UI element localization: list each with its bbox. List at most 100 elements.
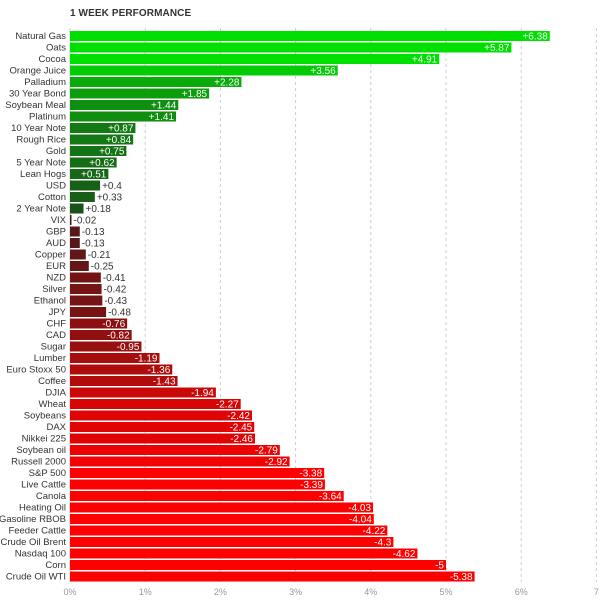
bar (70, 65, 338, 76)
value-label: -2.42 (227, 411, 250, 422)
bar (70, 525, 388, 536)
bar (70, 284, 102, 294)
category-label: GBP (46, 227, 66, 238)
value-label: -4.03 (348, 503, 371, 514)
x-tick-label: 6% (515, 587, 528, 597)
category-label: 2 Year Note (16, 204, 66, 215)
category-label: Cocoa (39, 54, 67, 65)
bar (70, 226, 80, 237)
value-label: -0.43 (104, 296, 127, 307)
value-label: +0.18 (86, 204, 112, 215)
category-label: Canola (36, 491, 67, 502)
bar (70, 180, 101, 191)
category-label: VIX (51, 215, 67, 226)
value-label: -3.39 (300, 480, 323, 491)
category-label: NZD (46, 273, 66, 284)
x-tick-label: 1% (139, 587, 152, 597)
bar (70, 548, 418, 559)
bar (70, 54, 440, 64)
x-tick-label: 0% (63, 587, 76, 597)
bar (70, 238, 80, 248)
value-label: +0.4 (102, 181, 122, 192)
value-label: +0.87 (108, 124, 134, 135)
value-label: -5.38 (450, 572, 473, 583)
bar (70, 100, 179, 110)
x-tick-label: 3% (289, 587, 302, 597)
value-label: +1.41 (149, 112, 175, 123)
value-label: +0.62 (89, 158, 115, 169)
bar (70, 514, 374, 524)
value-label: -0.13 (82, 239, 105, 250)
category-label: Coffee (38, 376, 66, 387)
bar (70, 111, 177, 122)
chart-title: 1 WEEK PERFORMANCE (70, 8, 192, 19)
category-label: JPY (49, 307, 67, 318)
category-label: Soybeans (24, 411, 67, 422)
value-label: -5 (435, 561, 444, 572)
value-label: -3.38 (299, 469, 322, 480)
category-label: CHF (46, 319, 66, 330)
category-label: CAD (46, 330, 66, 341)
category-label: DJIA (45, 388, 66, 399)
labels-layer: Natural Gas +6.38 Oats +5.87 Cocoa +4.91 Orang… (0, 31, 548, 583)
bar (70, 502, 374, 513)
value-label: +5.87 (484, 43, 510, 54)
bar (70, 169, 109, 179)
value-label: -4.62 (393, 549, 416, 560)
bar (70, 157, 117, 168)
category-label: Live Cattle (21, 480, 66, 491)
category-label: AUD (46, 238, 66, 249)
x-tick-label: 7 (594, 587, 599, 597)
bar (70, 364, 173, 375)
bar (70, 456, 290, 467)
value-label: -0.13 (82, 227, 105, 238)
value-label: -1.43 (153, 377, 176, 388)
category-label: Orange Juice (9, 66, 66, 77)
value-label: -0.48 (108, 308, 131, 319)
bar (70, 537, 394, 547)
bar (70, 134, 134, 145)
value-label: -0.76 (102, 319, 125, 330)
bar (70, 387, 216, 398)
bar (70, 249, 86, 260)
value-label: -0.95 (117, 342, 140, 353)
category-label: Heating Oil (19, 503, 66, 514)
value-label: +0.51 (81, 170, 107, 181)
value-label: -2.45 (229, 423, 252, 434)
bar (70, 77, 242, 87)
category-label: Nikkei 225 (22, 434, 66, 445)
category-label: EUR (46, 261, 66, 272)
category-label: Crude Oil Brent (1, 537, 67, 548)
category-label: Corn (45, 560, 66, 571)
category-label: Oats (46, 43, 66, 54)
category-label: Ethanol (34, 296, 66, 307)
bar (70, 399, 241, 409)
category-label: Soybean oil (16, 445, 66, 456)
category-label: Lumber (34, 353, 66, 364)
bar (70, 123, 136, 133)
bar (70, 295, 103, 306)
category-label: Cotton (38, 192, 66, 203)
value-label: +0.33 (97, 193, 123, 204)
category-label: 10 Year Note (11, 123, 66, 134)
x-tick-labels: 0% 1% 2% 3% 4% 5% 6% 7 (63, 587, 598, 597)
value-label: +2.28 (214, 78, 240, 89)
x-tick-label: 2% (214, 587, 227, 597)
bar (70, 341, 142, 352)
bar (70, 353, 160, 363)
value-label: -0.82 (107, 331, 130, 342)
bar (70, 491, 344, 501)
category-label: 30 Year Bond (9, 89, 66, 100)
category-label: Natural Gas (15, 31, 66, 42)
bar (70, 88, 210, 99)
value-label: +0.84 (106, 135, 132, 146)
bar (70, 468, 325, 478)
value-label: -0.25 (91, 262, 114, 273)
category-label: Soybean Meal (5, 100, 66, 111)
value-label: -1.94 (191, 388, 214, 399)
category-label: Nasdaq 100 (15, 549, 66, 560)
value-label: +0.75 (99, 147, 125, 158)
bar (70, 571, 475, 582)
